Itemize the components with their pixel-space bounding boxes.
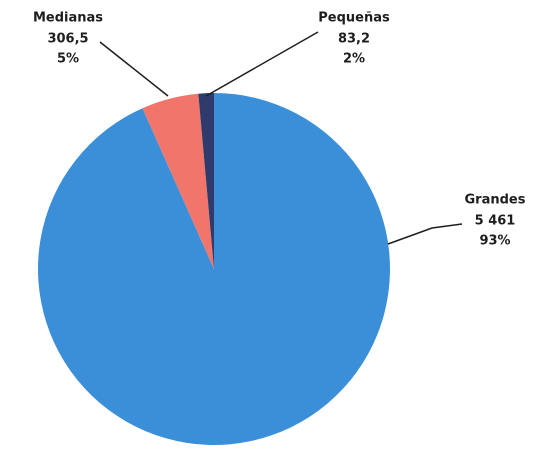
category-label: Medianas bbox=[33, 11, 103, 26]
value-label: 306,5 bbox=[47, 32, 88, 47]
value-label: 83,2 bbox=[338, 32, 370, 47]
leader-line bbox=[205, 31, 319, 97]
percent-label: 93% bbox=[479, 234, 510, 249]
leader-line bbox=[99, 41, 169, 97]
pie-slice bbox=[142, 93, 214, 269]
percent-label: 5% bbox=[57, 52, 79, 67]
pie-slice bbox=[198, 93, 214, 269]
percent-label: 2% bbox=[343, 52, 365, 67]
category-label: Grandes bbox=[465, 193, 526, 208]
value-label: 5 461 bbox=[475, 214, 516, 229]
pie-slice bbox=[37, 93, 391, 445]
category-label: Pequeñas bbox=[318, 11, 390, 26]
leader-line bbox=[387, 223, 463, 245]
